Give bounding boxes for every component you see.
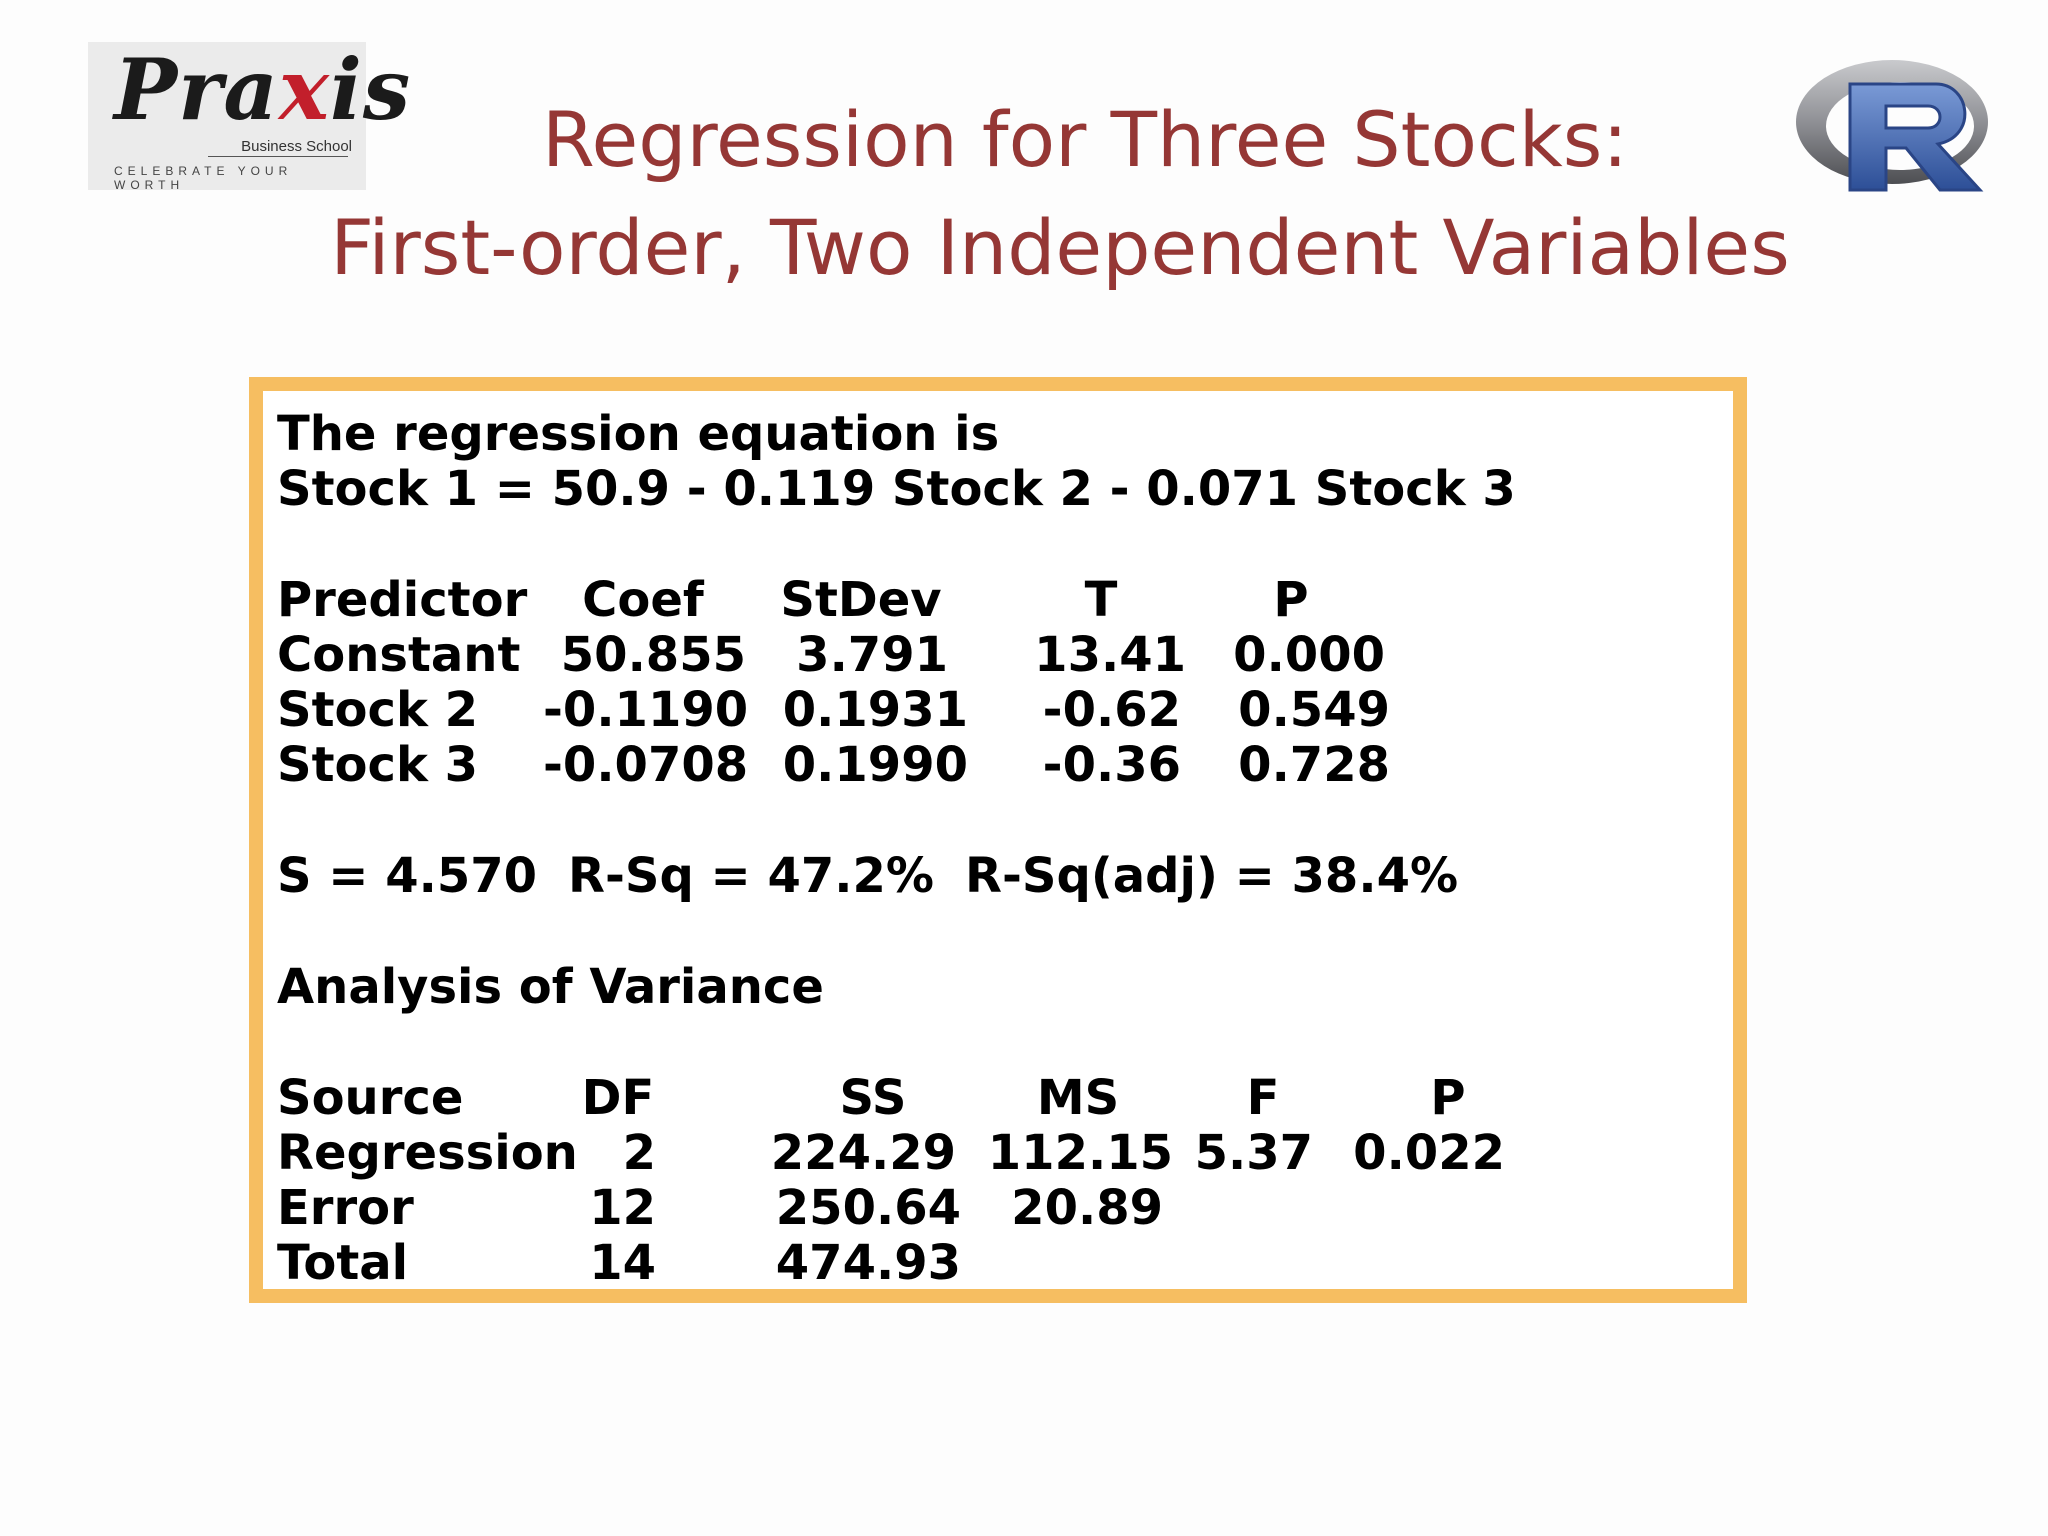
- p-value: 0.728: [1238, 737, 1390, 793]
- stdev-value: 0.1931: [782, 682, 968, 738]
- anova-heading: Analysis of Variance: [277, 959, 824, 1015]
- praxis-subtitle: Business School: [241, 138, 352, 155]
- t-value: -0.36: [1042, 737, 1181, 793]
- ss-value: 474.93: [775, 1235, 961, 1291]
- p-value: 0.549: [1238, 682, 1390, 738]
- regression-output-box: The regression equation is Stock 1 = 50.…: [249, 377, 1747, 1303]
- p-value: 0.022: [1353, 1125, 1505, 1181]
- stdev-value: 0.1990: [782, 737, 968, 793]
- r-squared: R-Sq = 47.2%: [568, 848, 934, 904]
- table-row: Error 12 250.64 20.89: [263, 1181, 1733, 1236]
- header-cell: Predictor: [277, 572, 528, 628]
- coef-value: 50.855: [560, 627, 746, 683]
- table-row: Stock 3 -0.0708 0.1990 -0.36 0.728: [263, 738, 1733, 793]
- ss-value: 250.64: [775, 1180, 961, 1236]
- df-value: 14: [589, 1235, 656, 1291]
- header-cell: SS: [839, 1070, 907, 1126]
- praxis-rule: [208, 156, 348, 157]
- praxis-tagline: CELEBRATE YOUR WORTH: [114, 164, 293, 192]
- coef-value: -0.1190: [543, 682, 749, 738]
- anova-table-header: Source DF SS MS F P: [263, 1071, 1733, 1126]
- t-value: 13.41: [1034, 627, 1186, 683]
- stdev-value: 3.791: [796, 627, 948, 683]
- equation-heading: The regression equation is: [277, 406, 1000, 462]
- df-value: 2: [622, 1125, 656, 1181]
- slide-title: Regression for Three Stocks: First-order…: [260, 86, 1860, 302]
- header-cell: P: [1273, 572, 1309, 628]
- coef-value: -0.0708: [543, 737, 749, 793]
- regression-equation: Stock 1 = 50.9 - 0.119 Stock 2 - 0.071 S…: [277, 461, 1516, 517]
- fit-statistics: S = 4.570 R-Sq = 47.2% R-Sq(adj) = 38.4%: [263, 849, 1733, 904]
- table-row: Stock 2 -0.1190 0.1931 -0.62 0.549: [263, 683, 1733, 738]
- p-value: 0.000: [1233, 627, 1385, 683]
- row-label: Constant: [277, 627, 521, 683]
- header-cell: P: [1430, 1070, 1466, 1126]
- table-row: Constant 50.855 3.791 13.41 0.000: [263, 628, 1733, 683]
- header-cell: T: [1084, 572, 1118, 628]
- header-cell: Coef: [582, 572, 704, 628]
- row-label: Regression: [277, 1125, 578, 1181]
- s-statistic: S = 4.570: [277, 848, 538, 904]
- header-cell: F: [1246, 1070, 1280, 1126]
- coef-table-header: Predictor Coef StDev T P: [263, 573, 1733, 628]
- table-row: Regression 2 224.29 112.15 5.37 0.022: [263, 1126, 1733, 1181]
- row-label: Stock 2: [277, 682, 478, 738]
- praxis-wordmark: Praxis: [114, 40, 412, 139]
- row-label: Error: [277, 1180, 414, 1236]
- r-squared-adjusted: R-Sq(adj) = 38.4%: [965, 848, 1459, 904]
- ms-value: 20.89: [1011, 1180, 1163, 1236]
- title-line-2: First-order, Two Independent Variables: [330, 203, 1790, 292]
- row-label: Total: [277, 1235, 409, 1291]
- table-row: Total 14 474.93: [263, 1236, 1733, 1291]
- ms-value: 112.15: [987, 1125, 1173, 1181]
- header-cell: Source: [277, 1070, 464, 1126]
- t-value: -0.62: [1042, 682, 1181, 738]
- title-line-1: Regression for Three Stocks:: [542, 95, 1628, 184]
- header-cell: StDev: [780, 572, 942, 628]
- r-logo-icon: [1796, 60, 1988, 192]
- header-cell: DF: [581, 1070, 655, 1126]
- ss-value: 224.29: [770, 1125, 956, 1181]
- f-value: 5.37: [1194, 1125, 1313, 1181]
- row-label: Stock 3: [277, 737, 478, 793]
- header-cell: MS: [1036, 1070, 1120, 1126]
- praxis-logo: Praxis Business School CELEBRATE YOUR WO…: [88, 42, 410, 192]
- df-value: 12: [589, 1180, 656, 1236]
